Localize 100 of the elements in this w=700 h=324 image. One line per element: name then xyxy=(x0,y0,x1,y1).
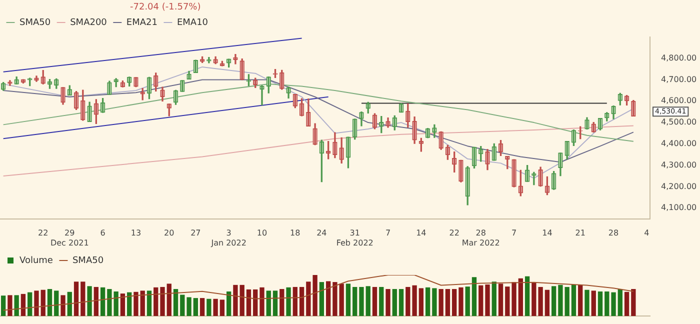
x-tick-label: 10 xyxy=(256,228,268,238)
bar xyxy=(280,289,284,316)
bar xyxy=(292,286,298,316)
bar xyxy=(134,292,138,316)
bar xyxy=(445,289,450,316)
x-tick-label: 13 xyxy=(130,228,142,238)
bar xyxy=(372,286,378,316)
bar xyxy=(611,292,616,316)
bar xyxy=(67,292,72,316)
bar xyxy=(87,286,92,316)
bar xyxy=(120,294,126,316)
bar xyxy=(100,287,106,316)
bar xyxy=(472,277,477,316)
bar xyxy=(240,284,244,316)
legend-label: SMA200 xyxy=(70,18,108,28)
bar xyxy=(319,282,324,316)
y-tick-label: 4,200.00 xyxy=(661,182,697,191)
x-tick-label: 22 xyxy=(449,228,460,238)
x-tick-label: 7 xyxy=(511,228,517,238)
bar xyxy=(564,286,570,316)
bar xyxy=(28,292,32,316)
bar xyxy=(379,286,384,316)
x-tick-label: 28 xyxy=(608,228,619,238)
bar xyxy=(492,282,496,316)
bar xyxy=(0,296,6,316)
bar xyxy=(20,294,26,316)
x-tick-label: 21 xyxy=(575,228,586,238)
y-tick-label: 4,800.00 xyxy=(661,53,697,62)
x-tick-label: 27 xyxy=(190,228,201,238)
bar xyxy=(253,289,258,316)
bar xyxy=(127,292,132,316)
bar xyxy=(366,286,370,316)
bar xyxy=(346,284,351,316)
bar xyxy=(604,291,610,316)
bar xyxy=(558,284,563,316)
x-tick-label: 14 xyxy=(416,228,426,238)
text: -72.04 (-1.57%) xyxy=(130,2,201,12)
bar xyxy=(458,287,464,316)
bar xyxy=(54,290,59,316)
bar xyxy=(34,290,39,316)
bar xyxy=(14,295,19,316)
x-tick-label: 28 Mar 2022 xyxy=(462,228,500,248)
bar xyxy=(40,290,46,316)
y-tick-label: 4,100.00 xyxy=(661,203,697,212)
bar xyxy=(465,286,470,316)
x-tick-label: 29 Dec 2021 xyxy=(50,228,89,248)
bar xyxy=(418,288,424,316)
bar xyxy=(412,285,417,316)
bar xyxy=(80,282,86,316)
bar xyxy=(186,297,192,316)
bar xyxy=(478,285,484,316)
x-tick-label: 20 xyxy=(164,228,174,238)
bar xyxy=(226,291,232,316)
x-tick-label: 14 xyxy=(542,228,552,238)
bar xyxy=(206,298,212,316)
bar xyxy=(246,289,252,316)
bar xyxy=(591,290,596,316)
bar xyxy=(406,286,410,316)
y-tick-label: 4,700.00 xyxy=(661,74,697,84)
bar xyxy=(332,282,338,316)
bar xyxy=(94,286,99,316)
legend-label: Volume xyxy=(20,256,54,266)
y-tick-label: 4,600.00 xyxy=(661,96,697,106)
bar xyxy=(233,284,238,316)
bar xyxy=(578,284,583,316)
bar xyxy=(544,290,550,316)
bar xyxy=(598,291,603,316)
bar xyxy=(386,289,390,316)
bar xyxy=(571,284,576,316)
bar xyxy=(299,286,304,316)
bar xyxy=(392,289,397,316)
y-tick-label: 4,400.00 xyxy=(661,139,697,148)
x-tick-label: 18 xyxy=(290,228,300,238)
x-tick-label: 7 xyxy=(385,228,391,238)
x-tick-label: 4 xyxy=(644,228,650,238)
bar xyxy=(359,286,364,316)
bar xyxy=(47,289,52,316)
y-tick-label: 4,500.00 xyxy=(661,118,697,127)
bar xyxy=(326,281,331,316)
bar xyxy=(200,298,205,316)
bar xyxy=(631,289,636,316)
bar xyxy=(438,289,444,316)
bar xyxy=(584,290,590,316)
legend-label: SMA50 xyxy=(72,256,104,266)
bar xyxy=(518,278,523,316)
legend-label: SMA50 xyxy=(20,18,51,28)
bar xyxy=(618,289,622,316)
bar xyxy=(352,286,358,316)
bar xyxy=(193,298,198,316)
bar xyxy=(140,290,145,316)
bar xyxy=(173,289,178,316)
x-tick-label: 24 xyxy=(316,228,327,238)
bar xyxy=(498,284,504,316)
x-tick-label: 3 Jan 2022 xyxy=(210,228,246,248)
bar xyxy=(160,286,165,316)
bar xyxy=(306,282,311,316)
bar xyxy=(220,300,225,316)
bar xyxy=(551,286,556,316)
bar xyxy=(260,287,264,316)
bar xyxy=(398,289,404,316)
